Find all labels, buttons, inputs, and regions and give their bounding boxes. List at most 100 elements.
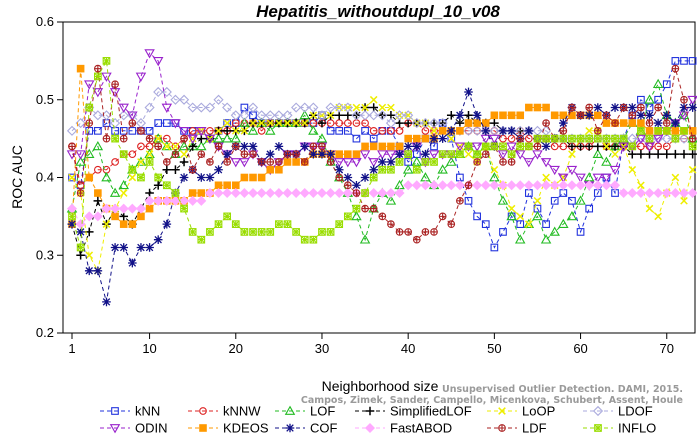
- data-point: [76, 243, 85, 252]
- data-point: [83, 80, 95, 90]
- data-point: [507, 111, 516, 120]
- data-point: [499, 158, 507, 166]
- data-point: [550, 196, 559, 205]
- data-point: [94, 189, 102, 197]
- data-point: [637, 119, 645, 127]
- data-point: [325, 102, 336, 113]
- data-point: [506, 142, 517, 152]
- data-point: [688, 134, 697, 143]
- data-point: [93, 196, 103, 206]
- data-point: [576, 228, 585, 236]
- data-point: [661, 133, 672, 144]
- data-point: [369, 165, 378, 175]
- data-point: [428, 150, 440, 160]
- data-point: [490, 243, 499, 252]
- data-point: [542, 103, 550, 112]
- data-point: [473, 158, 481, 166]
- data-point: [566, 165, 578, 176]
- data-point: [275, 119, 283, 127]
- data-point: [430, 127, 438, 135]
- data-point: [411, 156, 423, 166]
- data-point: [76, 250, 85, 260]
- data-point: [471, 142, 483, 152]
- data-point: [101, 203, 112, 214]
- data-point: [326, 119, 335, 127]
- credit-line-1: Unsupervised Outlier Detection. DAMI, 20…: [442, 384, 683, 395]
- data-point: [326, 228, 335, 236]
- data-point: [162, 165, 172, 175]
- legend-item-ldf: LDF: [487, 421, 547, 434]
- data-point: [162, 158, 171, 166]
- data-point: [585, 204, 594, 213]
- data-point: [559, 118, 568, 128]
- data-point: [542, 119, 550, 127]
- data-point: [128, 258, 137, 268]
- data-point: [111, 134, 119, 143]
- data-point: [680, 196, 688, 205]
- data-point: [395, 228, 404, 236]
- data-point: [342, 102, 353, 113]
- data-point: [171, 142, 180, 151]
- data-point: [575, 195, 586, 205]
- data-point: [446, 156, 457, 166]
- data-point: [257, 127, 266, 135]
- data-point: [516, 134, 525, 143]
- legend-label: COF: [310, 421, 338, 434]
- data-point: [412, 134, 421, 143]
- data-point: [343, 212, 352, 221]
- data-point: [326, 158, 335, 166]
- data-point: [378, 165, 387, 174]
- data-point: [292, 158, 300, 166]
- data-point: [256, 110, 267, 121]
- data-point: [170, 94, 181, 105]
- data-point: [223, 158, 232, 166]
- data-point: [257, 119, 266, 127]
- data-point: [102, 297, 111, 307]
- data-point: [171, 165, 180, 175]
- data-point: [273, 188, 284, 199]
- data-point: [102, 134, 111, 143]
- data-point: [119, 243, 129, 252]
- data-point: [352, 204, 361, 213]
- data-point: [609, 165, 621, 176]
- data-point: [678, 188, 690, 199]
- data-point: [335, 173, 344, 182]
- data-point: [152, 133, 164, 143]
- data-point: [523, 158, 535, 168]
- data-point: [161, 195, 172, 206]
- data-point: [170, 195, 181, 206]
- data-point: [671, 134, 680, 143]
- data-point: [497, 180, 508, 191]
- data-point: [118, 203, 129, 214]
- data-point: [316, 110, 328, 121]
- data-point: [265, 110, 276, 121]
- data-point: [335, 220, 344, 229]
- x-tick-label: 1: [68, 341, 75, 356]
- data-point: [299, 102, 310, 113]
- data-point: [221, 133, 233, 143]
- data-point: [507, 150, 516, 159]
- data-point: [309, 142, 318, 151]
- data-point: [671, 173, 680, 182]
- data-point: [318, 228, 326, 236]
- data-point: [162, 219, 172, 229]
- data-point: [326, 127, 335, 135]
- data-point: [593, 103, 603, 112]
- data-point: [420, 180, 431, 191]
- data-point: [153, 235, 163, 244]
- legend-marker: [199, 424, 207, 432]
- plot-area: [66, 49, 697, 307]
- data-point: [454, 180, 465, 191]
- data-point: [326, 149, 335, 159]
- data-point: [222, 126, 232, 136]
- data-point: [325, 188, 336, 199]
- data-point: [299, 109, 310, 120]
- data-point: [187, 134, 198, 145]
- data-point: [654, 95, 662, 104]
- data-point: [75, 219, 86, 230]
- data-point: [361, 103, 369, 112]
- data-point: [688, 149, 697, 159]
- data-point: [602, 142, 611, 151]
- data-point: [507, 158, 516, 166]
- data-point: [558, 173, 569, 183]
